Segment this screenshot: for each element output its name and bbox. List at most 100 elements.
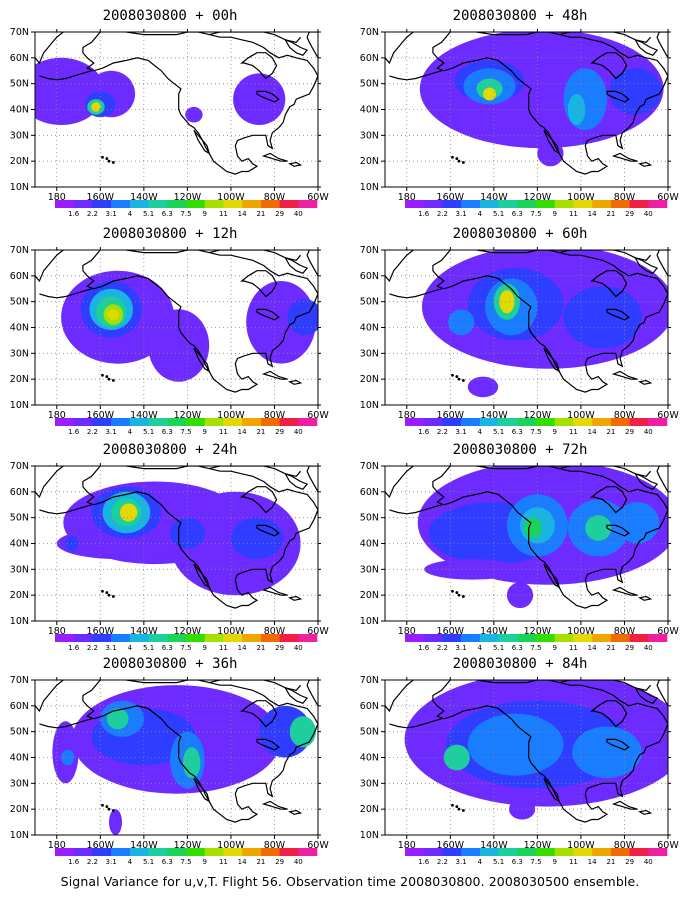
coastline-hispaniola [288, 595, 303, 601]
coastline-hudson-bay [590, 270, 628, 298]
colorbar-label: 6.3 [512, 428, 523, 436]
lat-tick-label: 40N [10, 539, 29, 550]
colorbar-swatch [111, 200, 131, 208]
colorbar-swatch [148, 634, 168, 642]
colorbar-label: 3.1 [106, 858, 117, 866]
great-lakes [256, 738, 280, 751]
lon-tick-label: 140W [130, 192, 158, 203]
colorbar-label: 3.1 [456, 858, 467, 866]
lat-tick-label: 50N [360, 297, 379, 308]
lat-tick-label: 20N [360, 804, 379, 815]
map-panel-p00: 2008030800 + 00h 180 160W 140W 120W 100W 80W 60… [0, 0, 340, 218]
coastline-kamchatka [385, 680, 414, 713]
colorbar-swatch [186, 848, 205, 856]
colorbar-label: 21 [606, 428, 615, 436]
lat-tick-label: 30N [10, 348, 29, 359]
colorbar-swatch [129, 418, 149, 426]
variance-contour [506, 582, 534, 609]
colorbar-swatch [260, 200, 280, 208]
hawaii-island [457, 807, 461, 811]
colorbar-label: 21 [256, 210, 265, 218]
panel-title: 2008030800 + 36h [102, 656, 238, 672]
coastline-north-america [82, 680, 318, 823]
lon-tick-label: 100W [217, 410, 245, 421]
coastline-hispaniola [288, 161, 303, 167]
colorbar-swatch [204, 848, 224, 856]
colorbar-swatch [223, 200, 243, 208]
colorbar-label: 11 [219, 428, 228, 436]
coastline-greenland [306, 32, 318, 59]
colorbar-label: 29 [625, 428, 634, 436]
coastline-arctic-islands [209, 680, 302, 691]
colorbar-swatch [498, 634, 518, 642]
coastline-north-america [432, 32, 668, 175]
lon-tick-label: 60W [657, 192, 679, 203]
colorbar-label: 29 [275, 858, 284, 866]
colorbar-label: 1.6 [68, 210, 80, 218]
colorbar-label: 1.6 [418, 428, 430, 436]
variance-contour [615, 502, 660, 544]
coastline-cuba [611, 370, 638, 380]
colorbar-swatch [279, 848, 299, 856]
coastline-greenland [656, 32, 668, 59]
variance-contour [185, 106, 203, 123]
colorbar-swatch [610, 418, 630, 426]
colorbar-swatch [405, 418, 424, 426]
colorbar-swatch [167, 634, 187, 642]
colorbar-swatch [204, 418, 224, 426]
lat-tick-label: 10N [10, 616, 29, 627]
colorbar-swatch [423, 848, 443, 856]
lon-tick-label: 160W [437, 192, 465, 203]
hawaii-island [105, 375, 109, 378]
colorbar-swatch [242, 848, 262, 856]
colorbar-swatch [648, 418, 668, 426]
colorbar-swatch [73, 848, 93, 856]
colorbar-label: 9 [552, 644, 556, 652]
lat-tick-label: 50N [360, 727, 379, 738]
lat-tick-label: 20N [10, 590, 29, 601]
colorbar-swatch [148, 200, 168, 208]
colorbar-label: 5.1 [493, 428, 504, 436]
colorbar-label: 3.1 [456, 428, 467, 436]
hawaii-island [451, 803, 454, 807]
lon-tick-label: 160W [437, 626, 465, 637]
colorbar-swatch [423, 418, 443, 426]
coastline-hudson-bay [240, 52, 278, 80]
colorbar-swatch [186, 200, 205, 208]
colorbar-label: 29 [275, 644, 284, 652]
colorbar-swatch [461, 418, 481, 426]
lat-tick-label: 40N [10, 753, 29, 764]
lat-tick-label: 60N [360, 487, 379, 498]
colorbar-label: 40 [644, 644, 653, 652]
hawaii-island [101, 373, 104, 377]
colorbar-swatch [405, 200, 424, 208]
great-lakes [606, 308, 630, 321]
lat-tick-label: 20N [10, 804, 29, 815]
coastline-baja [193, 777, 211, 803]
lat-tick-label: 70N [360, 245, 379, 256]
coastline-north-america [82, 250, 318, 393]
coastline-baffin [633, 686, 659, 705]
lon-tick-label: 180 [398, 192, 416, 203]
colorbar-label: 14 [238, 858, 247, 866]
lon-tick-label: 120W [174, 192, 202, 203]
lat-tick-label: 20N [10, 374, 29, 385]
colorbar-label: 7.5 [530, 858, 541, 866]
lat-tick-label: 50N [360, 79, 379, 90]
lat-tick-label: 70N [10, 461, 29, 472]
lat-tick-label: 30N [360, 130, 379, 141]
colorbar-swatch [498, 848, 518, 856]
hawaii-island [455, 805, 459, 808]
lon-tick-label: 60W [657, 410, 679, 421]
lon-tick-label: 60W [307, 626, 329, 637]
colorbar-label: 40 [644, 858, 653, 866]
colorbar: 1.6 2.2 3.1 4 5.1 6.3 7.5 9 11 14 21 29 40 [405, 200, 668, 218]
variance-contour [119, 503, 138, 522]
colorbar-label: 7.5 [180, 858, 191, 866]
colorbar-label: 21 [256, 644, 265, 652]
colorbar-label: 5.1 [143, 428, 154, 436]
colorbar-swatch [223, 848, 243, 856]
hawaii-island [461, 809, 465, 812]
coastline-north-america [432, 466, 668, 609]
colorbar-swatch [111, 634, 131, 642]
